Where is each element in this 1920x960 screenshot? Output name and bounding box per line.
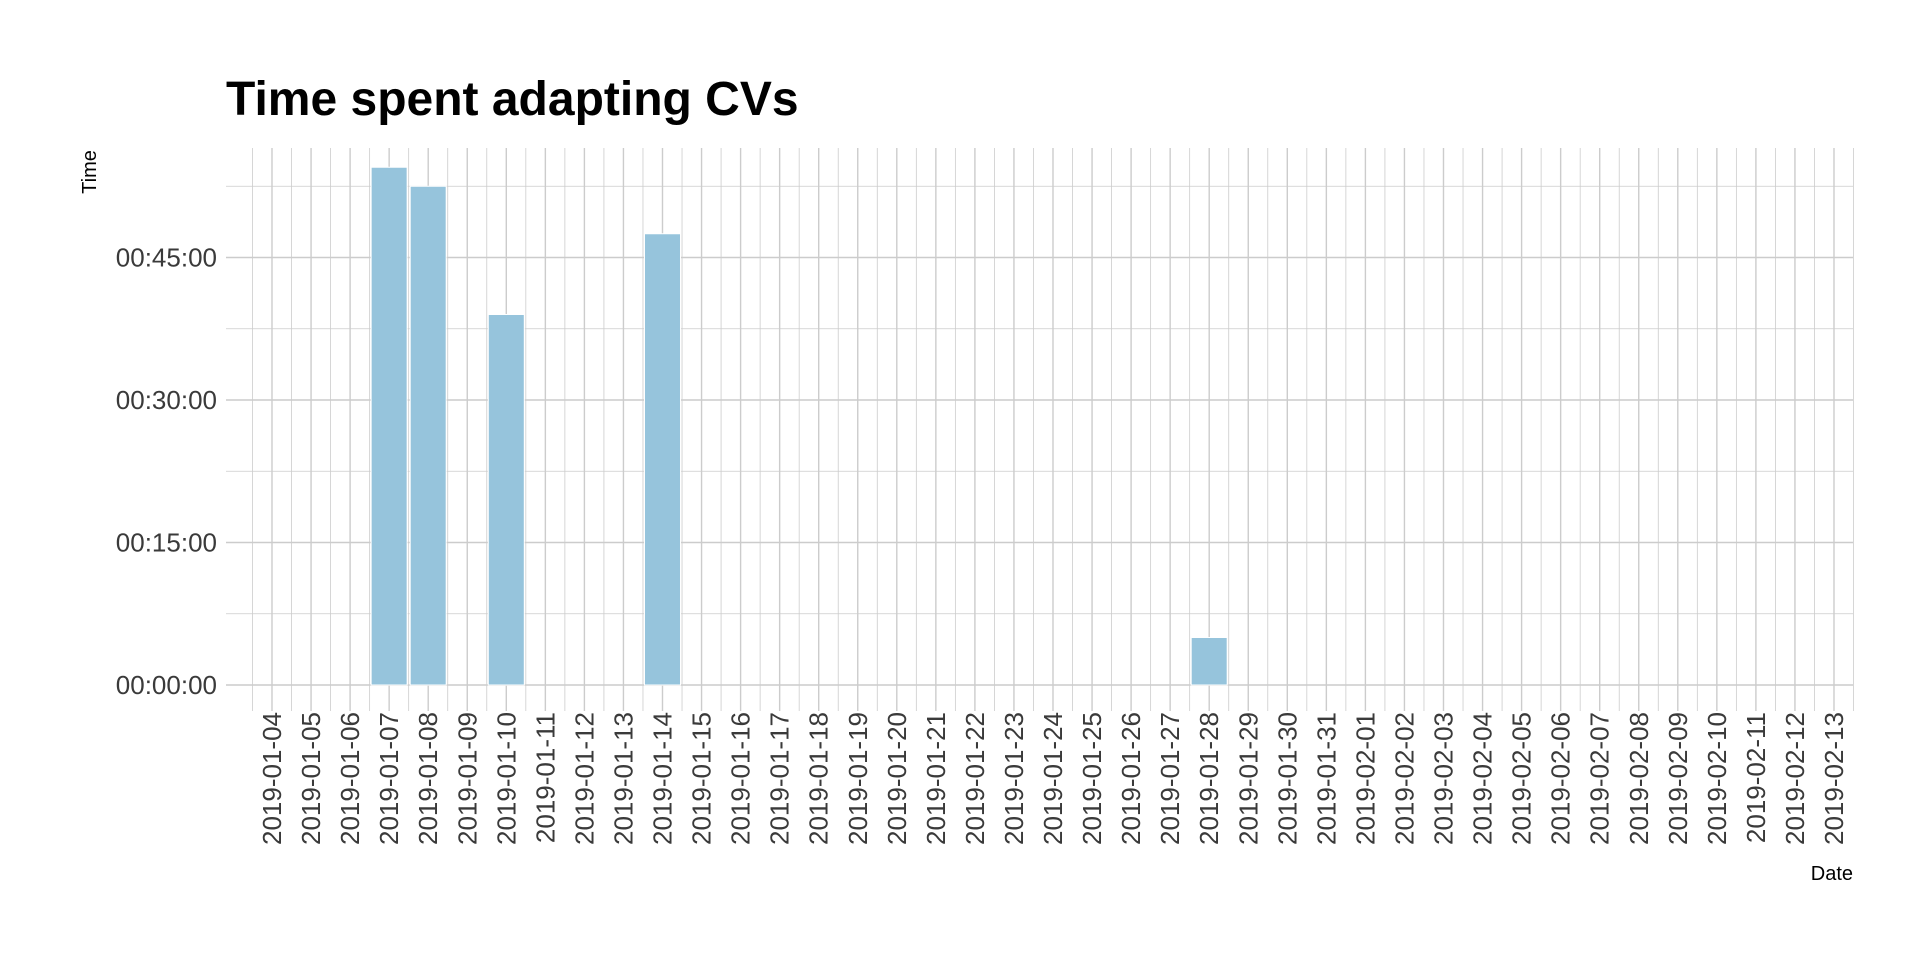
x-tick-label: 2019-01-04 [257, 712, 287, 845]
x-tick-label: 2019-01-26 [1116, 712, 1146, 845]
x-tick-label: 2019-01-31 [1311, 712, 1341, 845]
x-tick-label: 2019-01-17 [765, 712, 795, 845]
x-tick-label: 2019-02-04 [1468, 712, 1498, 845]
x-tick-label: 2019-01-14 [648, 712, 678, 845]
x-tick-label: 2019-01-29 [1233, 712, 1263, 845]
x-axis-title: Date [1811, 863, 1853, 885]
chart-title: Time spent adapting CVs [226, 73, 799, 126]
bars-layer [370, 166, 1228, 686]
x-tick-label: 2019-01-22 [960, 712, 990, 845]
x-axis-ticks: 2019-01-04 2019-01-05 2019-01-06 2019-01-07… [257, 712, 1849, 845]
x-tick-label: 2019-02-08 [1624, 712, 1654, 845]
x-tick-label: 2019-02-13 [1819, 712, 1849, 845]
y-tick-label: 00:30:00 [116, 385, 217, 415]
y-axis-ticks: 00:00:00 00:15:00 00:30:00 00:45:00 [116, 243, 217, 701]
x-tick-label: 2019-01-15 [687, 712, 717, 845]
x-tick-label: 2019-02-06 [1546, 712, 1576, 845]
bar-2019-01-10 [487, 314, 525, 686]
x-tick-label: 2019-01-19 [843, 712, 873, 845]
x-tick-label: 2019-01-16 [726, 712, 756, 845]
bar-2019-01-28 [1190, 637, 1228, 686]
x-tick-label: 2019-02-02 [1389, 712, 1419, 845]
x-tick-label: 2019-01-25 [1077, 712, 1107, 845]
bar-2019-01-07 [370, 166, 408, 686]
x-tick-label: 2019-01-27 [1155, 712, 1185, 845]
x-tick-label: 2019-01-23 [999, 712, 1029, 845]
x-tick-label: 2019-01-21 [921, 712, 951, 845]
y-tick-label: 00:45:00 [116, 243, 217, 273]
y-tick-label: 00:15:00 [116, 528, 217, 558]
x-tick-label: 2019-01-08 [413, 712, 443, 845]
bar-2019-01-08 [409, 185, 447, 686]
x-tick-label: 2019-01-11 [530, 712, 560, 843]
x-tick-label: 2019-02-09 [1663, 712, 1693, 845]
x-tick-label: 2019-01-05 [296, 712, 326, 845]
x-tick-label: 2019-01-09 [452, 712, 482, 845]
x-tick-label: 2019-02-01 [1350, 712, 1380, 845]
bar-2019-01-14 [644, 233, 681, 686]
x-tick-label: 2019-01-28 [1194, 712, 1224, 845]
x-tick-label: 2019-01-20 [882, 712, 912, 845]
x-tick-label: 2019-01-13 [608, 712, 638, 845]
x-tick-label: 2019-01-06 [335, 712, 365, 845]
x-tick-label: 2019-02-11 [1741, 712, 1771, 843]
y-tick-label: 00:00:00 [116, 670, 217, 700]
x-tick-label: 2019-02-12 [1780, 712, 1810, 845]
x-tick-label: 2019-02-10 [1702, 712, 1732, 845]
x-tick-label: 2019-01-12 [569, 712, 599, 845]
x-tick-label: 2019-01-07 [374, 712, 404, 845]
x-tick-label: 2019-01-18 [804, 712, 834, 845]
x-tick-label: 2019-02-03 [1429, 712, 1459, 845]
y-axis-title: Time [79, 150, 101, 194]
grid-layer [226, 148, 1854, 711]
x-tick-label: 2019-01-24 [1038, 712, 1068, 845]
x-tick-label: 2019-01-30 [1272, 712, 1302, 845]
x-tick-label: 2019-02-05 [1507, 712, 1537, 845]
x-tick-label: 2019-01-10 [491, 712, 521, 845]
x-tick-label: 2019-02-07 [1585, 712, 1615, 845]
